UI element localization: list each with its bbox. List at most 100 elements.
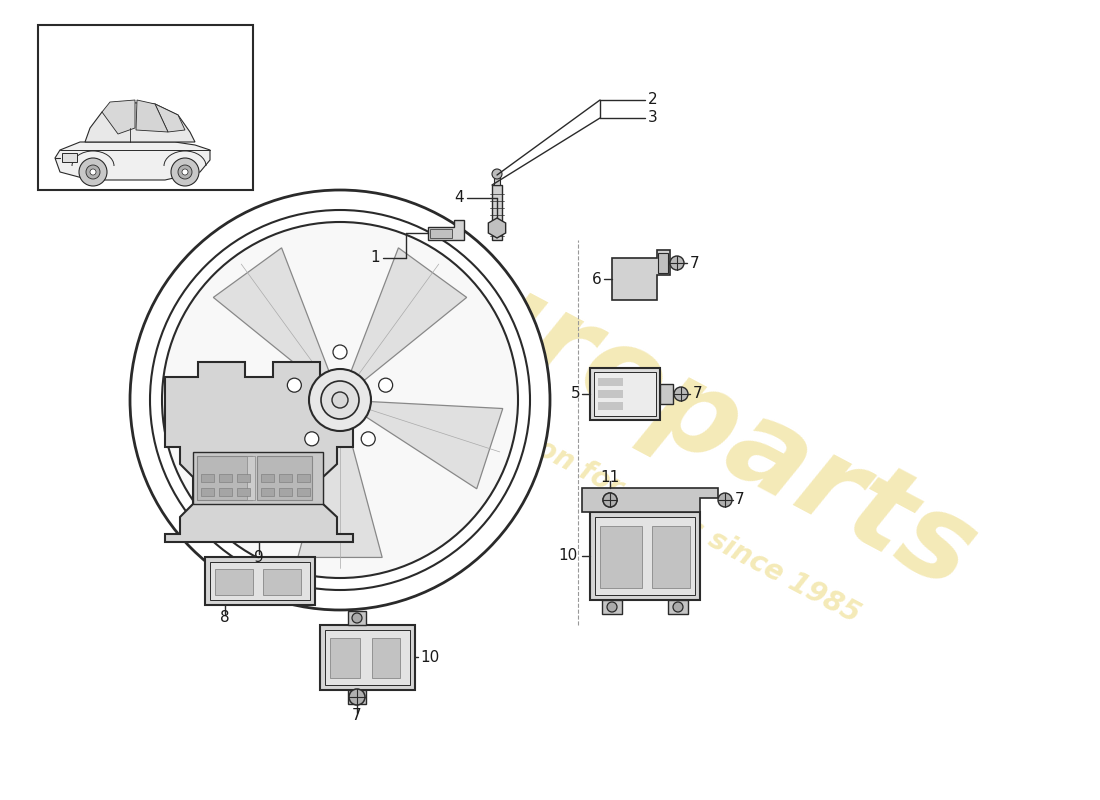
Text: 11: 11 — [601, 470, 619, 486]
Polygon shape — [298, 427, 382, 558]
Polygon shape — [85, 102, 195, 142]
Circle shape — [178, 165, 192, 179]
Bar — [372, 638, 400, 678]
Bar — [257, 456, 312, 500]
Bar — [598, 390, 623, 398]
Bar — [197, 456, 252, 500]
Bar — [598, 402, 623, 410]
Bar — [261, 488, 274, 496]
Text: a passion for parts since 1985: a passion for parts since 1985 — [436, 382, 865, 628]
Text: 6: 6 — [592, 271, 602, 286]
Circle shape — [333, 345, 346, 359]
Polygon shape — [582, 488, 718, 512]
Bar — [348, 690, 366, 704]
Bar — [236, 474, 250, 482]
Polygon shape — [136, 100, 168, 132]
Text: 7: 7 — [693, 386, 703, 402]
Polygon shape — [488, 218, 506, 238]
Bar — [192, 452, 323, 504]
Polygon shape — [102, 100, 135, 134]
Circle shape — [607, 602, 617, 612]
Polygon shape — [612, 250, 670, 300]
Circle shape — [182, 169, 188, 175]
Ellipse shape — [332, 392, 348, 408]
Text: 1: 1 — [371, 250, 380, 266]
Circle shape — [287, 378, 301, 392]
Circle shape — [90, 169, 96, 175]
Text: 8: 8 — [220, 610, 230, 626]
Circle shape — [674, 387, 688, 401]
Bar — [297, 474, 310, 482]
Bar — [320, 625, 415, 690]
Bar — [668, 600, 688, 614]
Text: 10: 10 — [420, 650, 439, 665]
Circle shape — [670, 256, 684, 270]
Bar — [39, 25, 253, 190]
Text: 9: 9 — [254, 550, 264, 565]
Bar — [492, 185, 502, 240]
Bar — [330, 638, 360, 678]
Bar — [205, 557, 315, 605]
Bar — [219, 474, 232, 482]
Polygon shape — [177, 402, 317, 489]
Text: europarts: europarts — [365, 206, 996, 614]
Circle shape — [492, 169, 502, 179]
Bar — [595, 517, 695, 595]
Bar — [201, 488, 214, 496]
Polygon shape — [165, 362, 353, 542]
Text: 5: 5 — [571, 386, 580, 402]
Bar — [279, 474, 292, 482]
Circle shape — [378, 378, 393, 392]
Circle shape — [349, 689, 365, 705]
Text: 3: 3 — [648, 110, 658, 126]
Bar — [430, 229, 452, 238]
Polygon shape — [363, 402, 503, 489]
Ellipse shape — [150, 210, 530, 590]
Circle shape — [718, 493, 732, 507]
Bar — [62, 153, 77, 162]
Text: 7: 7 — [690, 255, 700, 270]
Bar — [660, 384, 673, 404]
Ellipse shape — [162, 222, 518, 578]
Ellipse shape — [130, 190, 550, 610]
Polygon shape — [213, 248, 330, 382]
Bar — [602, 600, 621, 614]
Circle shape — [86, 165, 100, 179]
Ellipse shape — [309, 369, 371, 431]
Polygon shape — [428, 220, 464, 240]
Text: 10: 10 — [559, 549, 578, 563]
Polygon shape — [155, 104, 185, 132]
Circle shape — [603, 493, 617, 507]
Bar — [263, 569, 301, 595]
Circle shape — [361, 432, 375, 446]
Bar — [219, 488, 232, 496]
Circle shape — [673, 602, 683, 612]
Polygon shape — [55, 142, 210, 180]
Bar — [210, 562, 310, 600]
Circle shape — [170, 158, 199, 186]
Circle shape — [352, 613, 362, 623]
Text: 4: 4 — [454, 190, 464, 206]
Bar — [594, 372, 656, 416]
Bar — [279, 488, 292, 496]
Bar — [598, 378, 623, 386]
Bar — [494, 175, 501, 185]
Bar — [297, 488, 310, 496]
Bar — [600, 526, 642, 588]
Circle shape — [305, 432, 319, 446]
Bar — [248, 456, 255, 500]
Text: 2: 2 — [648, 93, 658, 107]
Bar — [214, 569, 253, 595]
Bar — [652, 526, 690, 588]
Text: 7: 7 — [352, 709, 362, 723]
Ellipse shape — [321, 381, 359, 419]
Bar — [201, 474, 214, 482]
Bar — [261, 474, 274, 482]
Text: 7: 7 — [735, 493, 745, 507]
Bar — [590, 368, 660, 420]
Bar — [590, 512, 700, 600]
Circle shape — [79, 158, 107, 186]
Bar — [348, 611, 366, 625]
Bar — [324, 630, 410, 685]
Bar — [658, 253, 668, 273]
